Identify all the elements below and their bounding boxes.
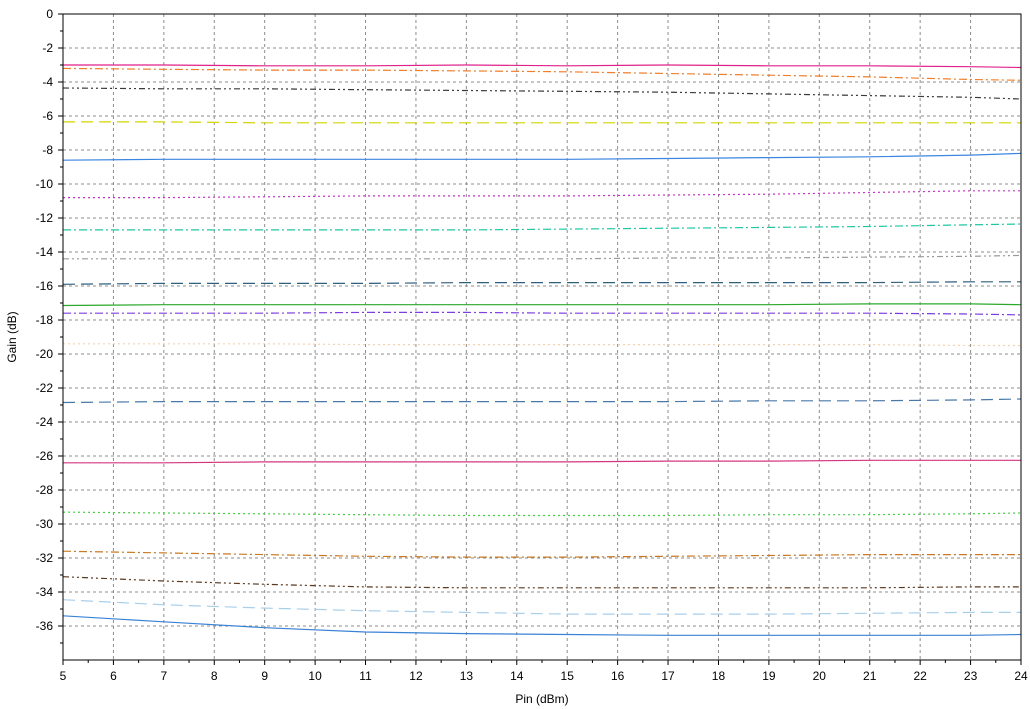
x-tick-label: 9 xyxy=(261,669,268,683)
axis-ticks: 5 6 7 8 9 10 11 12 13 14 15 16 17 18 19 20 21 22 23 24 0 -2 -4… xyxy=(36,7,1028,683)
y-tick-label: -32 xyxy=(36,551,54,565)
series-line-3 xyxy=(62,87,1022,100)
y-tick-label: -12 xyxy=(36,211,54,225)
y-axis-label: Gain (dB) xyxy=(5,311,19,362)
y-tick-label: 0 xyxy=(46,7,53,21)
x-tick-label: 16 xyxy=(611,669,625,683)
series-line-4 xyxy=(63,121,1021,124)
y-tick-label: -10 xyxy=(36,177,54,191)
x-tick-label: 7 xyxy=(160,669,167,683)
series-line-12 xyxy=(63,343,1021,347)
series-line-15 xyxy=(62,511,1022,517)
y-tick-label: -24 xyxy=(36,415,54,429)
x-tick-label: 24 xyxy=(1014,669,1028,683)
y-tick-label: -14 xyxy=(36,245,54,259)
x-tick-label: 10 xyxy=(308,669,322,683)
series-line-17 xyxy=(62,576,1021,589)
x-tick-label: 20 xyxy=(813,669,827,683)
x-tick-label: 6 xyxy=(110,669,117,683)
x-tick-label: 19 xyxy=(762,669,776,683)
y-tick-label: -8 xyxy=(42,143,53,157)
x-tick-label: 13 xyxy=(460,669,474,683)
x-tick-label: 17 xyxy=(661,669,675,683)
series-line-13 xyxy=(62,398,1022,404)
y-tick-label: -4 xyxy=(42,75,53,89)
series-line-1 xyxy=(63,64,1022,69)
x-tick-label: 8 xyxy=(211,669,218,683)
x-tick-label: 21 xyxy=(863,669,877,683)
series-line-19 xyxy=(62,615,1022,636)
y-tick-label: -30 xyxy=(36,517,54,531)
x-tick-label: 15 xyxy=(561,669,575,683)
series-line-10 xyxy=(62,303,1022,307)
x-tick-label: 23 xyxy=(964,669,978,683)
x-tick-label: 22 xyxy=(913,669,927,683)
series-line-18 xyxy=(62,599,1021,615)
y-tick-label: -16 xyxy=(36,279,54,293)
data-series xyxy=(62,64,1022,636)
y-tick-label: -18 xyxy=(36,313,54,327)
y-tick-label: -26 xyxy=(36,449,54,463)
x-axis-label: Pin (dBm) xyxy=(515,692,568,706)
x-tick-label: 14 xyxy=(510,669,524,683)
y-tick-label: -28 xyxy=(36,483,54,497)
grid-lines xyxy=(63,14,1021,660)
series-line-8 xyxy=(63,254,1022,260)
y-tick-label: -22 xyxy=(36,381,54,395)
series-line-5 xyxy=(62,152,1022,161)
y-tick-label: -34 xyxy=(36,585,54,599)
y-tick-label: -36 xyxy=(36,619,54,633)
x-tick-label: 5 xyxy=(60,669,67,683)
y-tick-label: -2 xyxy=(42,41,53,55)
y-tick-label: -6 xyxy=(42,109,53,123)
y-tick-label: -20 xyxy=(36,347,54,361)
series-line-9 xyxy=(62,281,1021,285)
x-tick-label: 18 xyxy=(712,669,726,683)
x-tick-label: 11 xyxy=(359,669,372,683)
series-line-14 xyxy=(63,459,1021,464)
x-tick-label: 12 xyxy=(409,669,423,683)
series-line-6 xyxy=(63,190,1021,199)
